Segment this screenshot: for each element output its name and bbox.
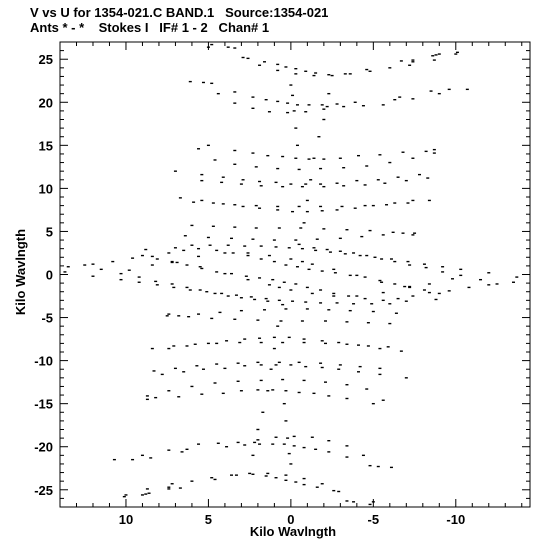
y-tick-label: -20 [34,440,53,455]
axis-ticks [59,41,530,508]
y-tick-label: 25 [39,52,53,67]
y-tick-label: -15 [34,397,53,412]
x-tick-label: -10 [446,512,465,527]
x-tick-label: 5 [205,512,212,527]
plot-subtitle: Ants * - * Stokes I IF# 1 - 2 Chan# 1 [30,20,270,35]
plot-title: V vs U for 1354-021.C BAND.1 Source:1354… [30,5,329,20]
y-tick-label: 5 [46,224,53,239]
y-tick-label: 10 [39,181,53,196]
y-tick-label: -5 [41,311,53,326]
x-axis-label: Kilo Wavlngth [250,524,336,539]
x-tick-label: 0 [287,512,294,527]
data-marks [63,43,519,506]
y-tick-label: 15 [39,138,53,153]
y-tick-label: -10 [34,354,53,369]
x-tick-labels: 10 5 0 -5 -10 [119,512,465,527]
y-tick-label: -25 [34,483,53,498]
x-tick-label: 10 [119,512,133,527]
plot-frame [59,41,531,508]
y-axis-label: Kilo Wavlngth [13,229,28,315]
y-tick-labels: -25 -20 -15 -10 -5 0 5 10 15 20 25 [34,52,53,498]
y-tick-label: 20 [39,95,53,110]
y-tick-label: 0 [46,268,53,283]
x-tick-label: -5 [368,512,380,527]
